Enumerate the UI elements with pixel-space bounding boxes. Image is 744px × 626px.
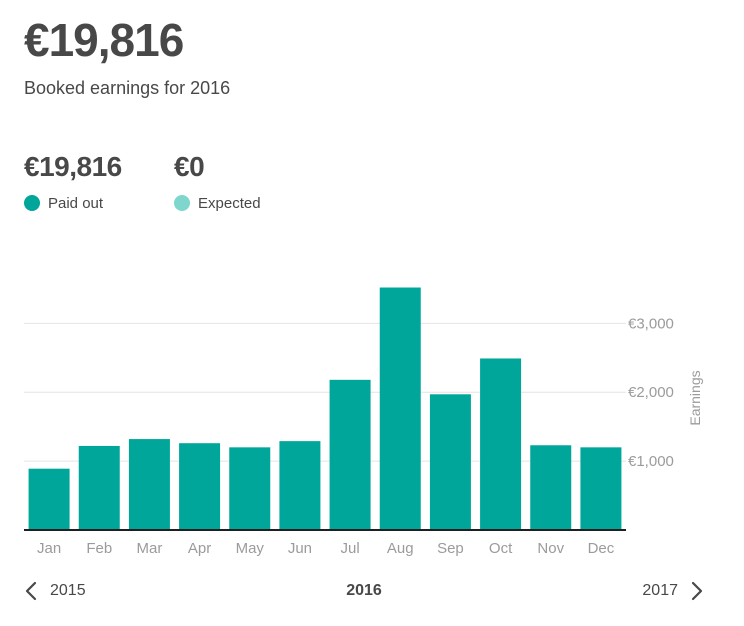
x-tick-label: Oct: [489, 540, 513, 557]
paid-out-label: Paid out: [48, 194, 104, 212]
x-tick-label: Feb: [86, 540, 112, 557]
x-tick-label: Sep: [437, 540, 464, 557]
x-tick-label: May: [236, 540, 265, 557]
expected-stat: €0 Expected: [174, 150, 261, 212]
previous-year-button[interactable]: 2015: [24, 578, 86, 604]
x-tick-label: Apr: [188, 540, 211, 557]
bar-jul: [329, 379, 371, 530]
expected-legend: Expected: [174, 194, 261, 212]
chevron-left-icon: [25, 581, 37, 601]
paid-out-value: €19,816: [24, 151, 122, 182]
bar-dec: [580, 447, 622, 530]
bar-nov: [530, 445, 572, 530]
paid-out-stat: €19,816 Paid out: [24, 150, 122, 212]
paid-out-dot-icon: [24, 195, 40, 211]
x-tick-label: Nov: [537, 540, 564, 557]
next-year-label: 2017: [642, 582, 678, 599]
x-tick-label: Aug: [387, 540, 414, 557]
earnings-chart: €1,000 €2,000 €3,000 Jan Feb Mar Apr May Jun Jul A…: [24, 287, 703, 557]
next-year-button[interactable]: 2017: [642, 578, 704, 604]
bar-aug: [379, 287, 421, 530]
expected-dot-icon: [174, 195, 190, 211]
y-tick-label: €3,000: [628, 315, 674, 332]
y-axis-title: Earnings: [687, 370, 703, 425]
previous-year-label: 2015: [50, 582, 86, 599]
earnings-subtitle: Booked earnings for 2016: [24, 78, 231, 98]
bar-jan: [28, 468, 70, 530]
bar-feb: [78, 445, 120, 530]
expected-value: €0: [174, 151, 205, 182]
expected-label: Expected: [198, 194, 261, 212]
bar-jun: [279, 441, 321, 530]
bar-apr: [179, 443, 221, 530]
chevron-right-icon: [691, 581, 703, 601]
paid-out-legend: Paid out: [24, 194, 122, 212]
bar-sep: [429, 394, 471, 530]
x-tick-label: Mar: [136, 540, 162, 557]
y-tick-label: €1,000: [628, 453, 674, 470]
x-tick-label: Jul: [340, 540, 359, 557]
x-tick-label: Jun: [288, 540, 312, 557]
bar-oct: [480, 358, 522, 530]
x-tick-label: Dec: [588, 540, 615, 557]
current-year: 2016: [346, 582, 382, 599]
bar-mar: [128, 439, 170, 530]
total-earnings: €19,816: [24, 14, 184, 66]
bar-may: [229, 447, 271, 530]
x-tick-label: Jan: [37, 540, 61, 557]
y-tick-label: €2,000: [628, 384, 674, 401]
